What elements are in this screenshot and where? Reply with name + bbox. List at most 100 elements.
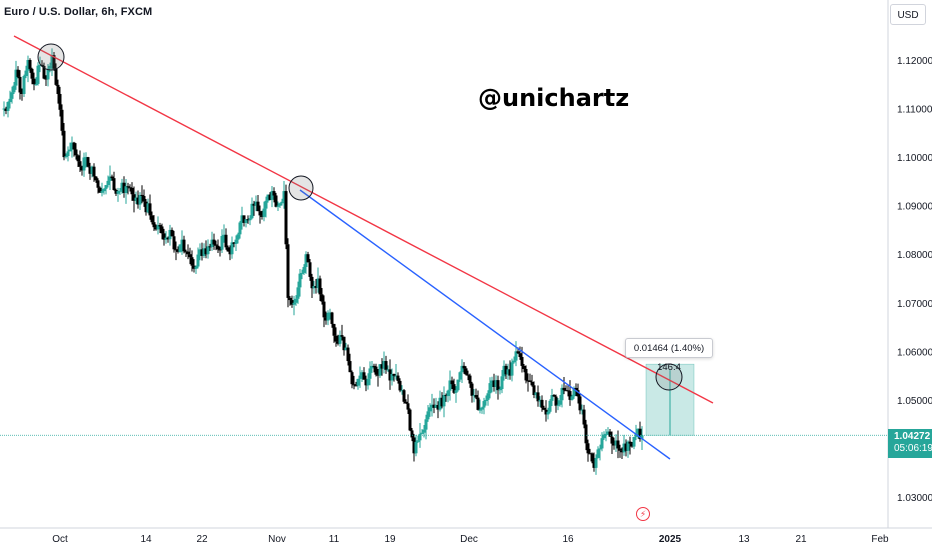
- candle-body: [368, 368, 372, 379]
- drawing-layer: [0, 35, 888, 460]
- candle-body: [76, 155, 80, 162]
- candle-body: [390, 373, 394, 381]
- candle-body: [568, 391, 572, 400]
- candle-body: [464, 368, 468, 375]
- candle-body: [88, 166, 92, 174]
- candle-body: [384, 361, 388, 370]
- candle-body: [326, 312, 330, 321]
- candle-body: [132, 194, 136, 201]
- candle-body: [626, 441, 630, 451]
- candle-body: [478, 409, 482, 411]
- measure-label: 0.01464 (1.40%) 146.4: [625, 338, 713, 373]
- candle-body: [472, 395, 476, 397]
- candle-body: [78, 161, 82, 167]
- candle-body: [490, 380, 494, 384]
- candle-body: [442, 395, 446, 407]
- candle-body: [52, 55, 56, 69]
- candle-body: [130, 187, 134, 195]
- candle-body: [152, 222, 156, 228]
- candle-body: [312, 286, 316, 289]
- currency-button[interactable]: USD: [890, 4, 926, 25]
- candle-body: [272, 191, 276, 196]
- candle-body: [408, 409, 412, 431]
- x-tick-label: Nov: [268, 534, 286, 545]
- candle-layer: [2, 48, 644, 475]
- candle-body: [444, 395, 448, 397]
- candle-body: [414, 441, 418, 454]
- candle-body: [510, 362, 514, 376]
- candle-body: [222, 234, 226, 236]
- candle-body: [178, 244, 182, 252]
- candle-body: [174, 249, 178, 251]
- candle-body: [336, 341, 340, 344]
- candle-body: [346, 347, 350, 362]
- candle-body: [292, 302, 296, 305]
- candle-body: [16, 69, 20, 77]
- watermark-text: @unichartz: [478, 84, 630, 112]
- candle-body: [330, 312, 334, 324]
- candle-body: [630, 443, 634, 447]
- x-tick-label: Dec: [460, 534, 478, 545]
- candle-body: [394, 375, 398, 377]
- x-tick-label: 13: [738, 534, 750, 545]
- candle-body: [300, 272, 304, 274]
- candle-body: [112, 178, 116, 190]
- candle-body: [370, 365, 374, 369]
- candle-body: [38, 64, 42, 66]
- y-tick-label: 1.05000: [897, 396, 932, 407]
- candle-body: [354, 385, 358, 387]
- candle-body: [366, 378, 370, 386]
- candle-body: [26, 60, 30, 71]
- candle-body: [284, 191, 288, 245]
- candle-body: [460, 365, 464, 373]
- candle-body: [434, 404, 438, 408]
- candle-body: [566, 390, 570, 392]
- candle-body: [230, 242, 234, 255]
- candle-body: [636, 428, 640, 434]
- candle-body: [450, 380, 454, 385]
- candle-body: [638, 428, 642, 440]
- candle-body: [486, 393, 490, 400]
- candle-body: [538, 399, 542, 402]
- candle-body: [404, 401, 408, 404]
- candle-body: [70, 142, 74, 150]
- candle-body: [410, 430, 414, 438]
- x-tick-label: Feb: [871, 534, 889, 545]
- candle-body: [90, 166, 94, 174]
- candle-body: [186, 251, 190, 255]
- candle-body: [588, 453, 592, 455]
- candle-body: [376, 374, 380, 376]
- candle-body: [128, 187, 132, 189]
- candle-body: [436, 404, 440, 410]
- candle-body: [40, 64, 44, 66]
- candle-body: [164, 237, 168, 240]
- candle-body: [590, 453, 594, 462]
- candle-body: [482, 401, 486, 408]
- flash-icon[interactable]: ⚡: [636, 507, 650, 521]
- candle-body: [542, 407, 546, 410]
- candle-body: [294, 298, 298, 303]
- candle-body: [218, 249, 222, 251]
- candle-body: [220, 235, 224, 250]
- candle-body: [238, 222, 242, 235]
- candle-body: [22, 76, 26, 94]
- candle-body: [314, 286, 318, 288]
- candle-body: [632, 436, 636, 447]
- candle-body: [572, 387, 576, 397]
- candle-body: [342, 336, 346, 351]
- candle-body: [226, 247, 230, 252]
- candle-body: [188, 254, 192, 258]
- candle-body: [476, 397, 480, 410]
- candle-body: [80, 166, 84, 171]
- candle-body: [176, 249, 180, 252]
- candle-body: [402, 390, 406, 402]
- candle-body: [250, 203, 254, 219]
- candle-body: [96, 180, 100, 188]
- candle-body: [232, 242, 236, 244]
- candle-body: [604, 433, 608, 435]
- candle-body: [594, 457, 598, 468]
- candle-body: [252, 203, 256, 206]
- candle-body: [640, 435, 644, 440]
- candle-body: [64, 156, 68, 158]
